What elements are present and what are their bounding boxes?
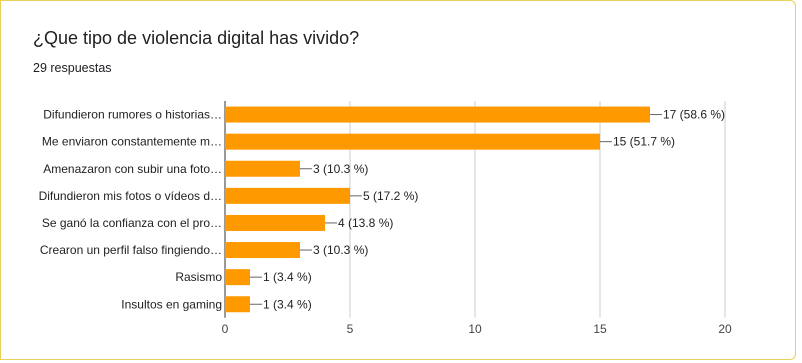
bar [225, 296, 250, 313]
x-tick-label: 15 [593, 322, 607, 336]
data-label: 5 (17.2 %) [363, 189, 418, 203]
category-label: Difundieron rumores o historias… [43, 108, 222, 122]
bar [225, 269, 250, 286]
x-tick-label: 0 [222, 322, 229, 336]
response-count: 29 respuestas [33, 61, 112, 75]
category-label: Crearon un perfil falso fingiendo… [40, 243, 222, 257]
bar [225, 106, 650, 123]
data-label: 4 (13.8 %) [338, 216, 393, 230]
data-label: 3 (10.3 %) [313, 243, 368, 257]
data-label: 3 (10.3 %) [313, 162, 368, 176]
x-tick-label: 5 [347, 322, 354, 336]
category-label: Amenazaron con subir una foto… [43, 162, 222, 176]
category-label: Me enviaron constantemente m… [42, 135, 222, 149]
x-tick-label: 10 [468, 322, 482, 336]
data-label: 1 (3.4 %) [263, 270, 312, 284]
bar [225, 133, 600, 150]
bar [225, 242, 300, 259]
data-label: 17 (58.6 %) [663, 108, 725, 122]
category-label: Difundieron mis fotos o vídeos d… [39, 189, 222, 203]
x-tick-label: 20 [718, 322, 732, 336]
category-label: Rasismo [175, 270, 222, 284]
bar [225, 214, 325, 231]
category-label: Se ganó la confianza con el pro… [42, 216, 222, 230]
bar [225, 187, 350, 204]
bar [225, 160, 300, 177]
category-label: Insultos en gaming [121, 297, 222, 311]
data-label: 1 (3.4 %) [263, 297, 312, 311]
question-title: ¿Que tipo de violencia digital has vivid… [33, 28, 360, 48]
data-label: 15 (51.7 %) [613, 135, 675, 149]
